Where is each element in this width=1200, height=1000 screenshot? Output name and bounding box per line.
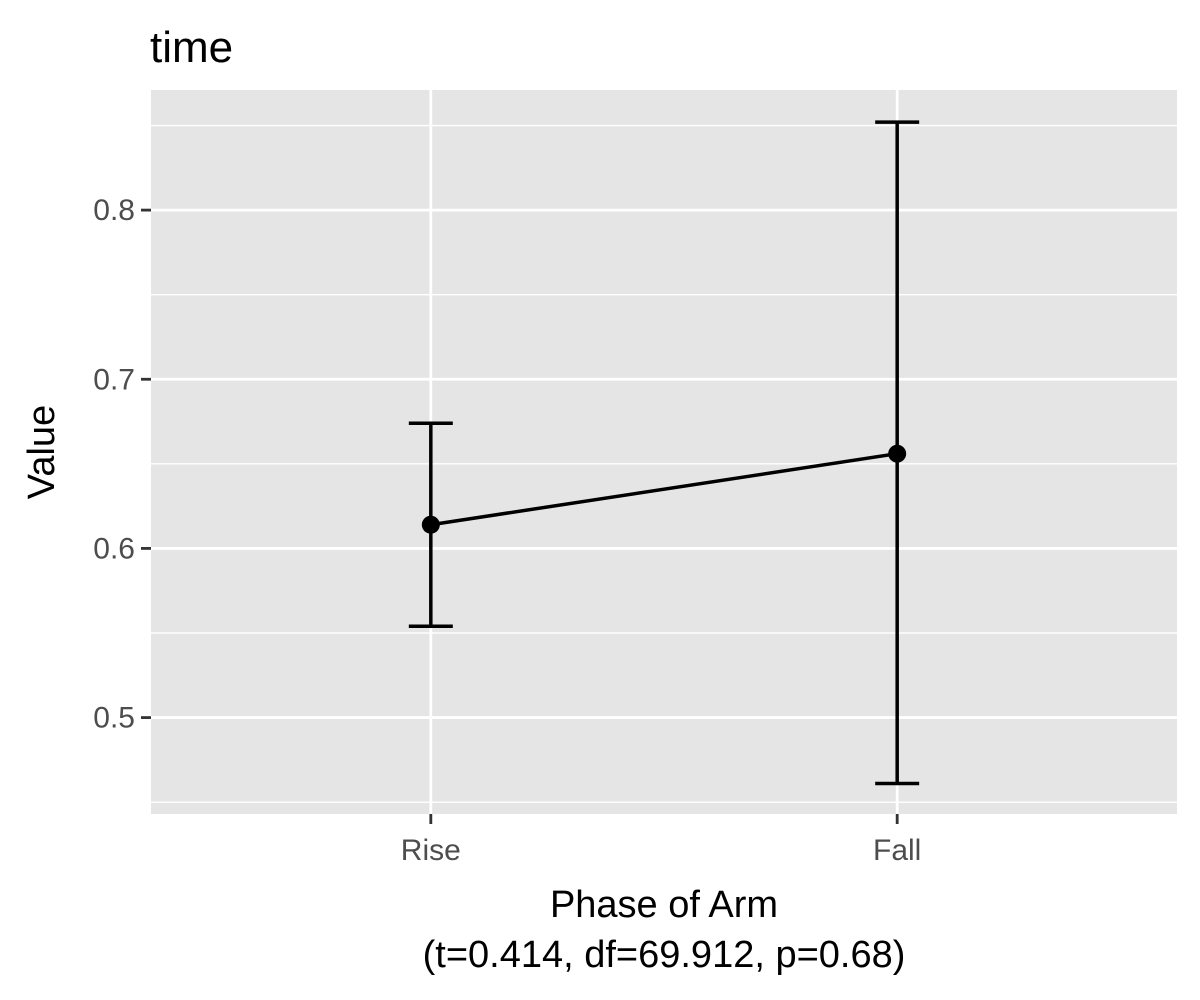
y-tick-label: 0.7 bbox=[93, 363, 135, 396]
x-tick-label: Fall bbox=[873, 834, 921, 867]
point-fall bbox=[888, 444, 907, 463]
point-rise bbox=[421, 515, 440, 534]
y-axis-title: Value bbox=[21, 405, 63, 499]
y-tick-label: 0.5 bbox=[93, 702, 135, 735]
x-axis: Rise Fall bbox=[401, 814, 921, 867]
plot-panel bbox=[151, 90, 1177, 814]
x-tick-label: Rise bbox=[401, 834, 461, 867]
data-marks bbox=[408, 120, 920, 786]
grid-minor bbox=[151, 124, 1177, 803]
chart-title: time bbox=[150, 23, 233, 72]
y-axis: 0.5 0.6 0.7 0.8 bbox=[93, 194, 151, 735]
series-line bbox=[430, 451, 898, 527]
x-axis-subtitle: (t=0.414, df=69.912, p=0.68) bbox=[423, 934, 906, 976]
x-axis-title: Phase of Arm bbox=[550, 884, 778, 926]
y-tick-label: 0.8 bbox=[93, 194, 135, 227]
y-tick-label: 0.6 bbox=[93, 532, 135, 565]
